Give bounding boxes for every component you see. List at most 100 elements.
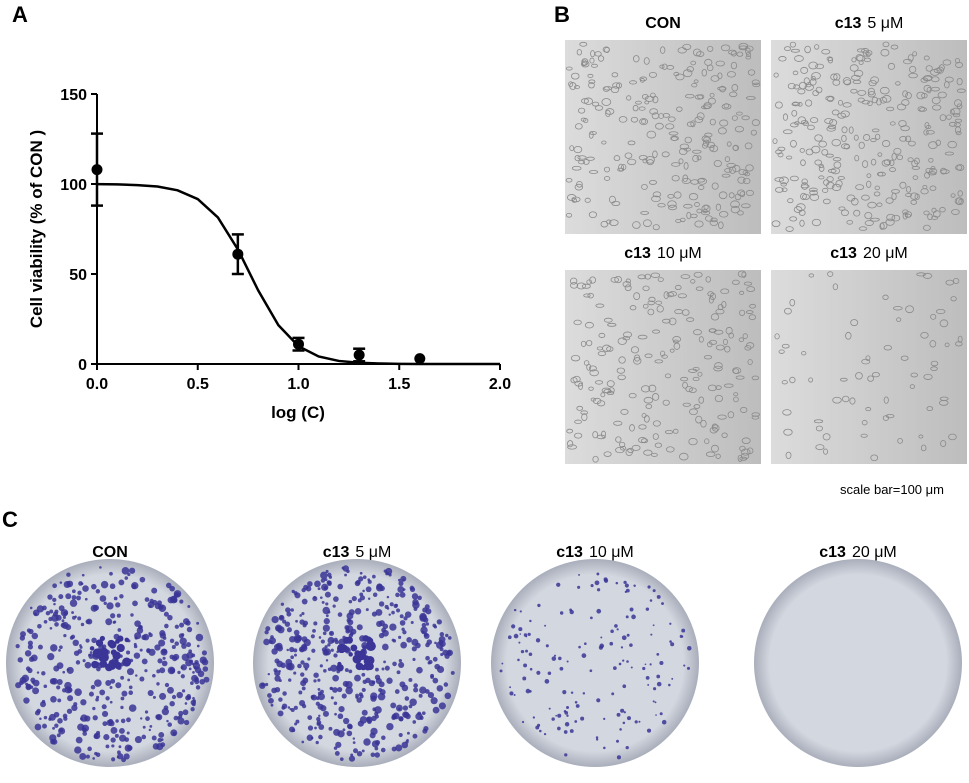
colony: [327, 572, 332, 578]
colony: [64, 681, 72, 690]
cell: [957, 335, 963, 343]
colony: [178, 710, 184, 716]
cell: [696, 112, 705, 121]
colony: [401, 741, 409, 749]
colony: [99, 566, 102, 569]
colony: [286, 611, 292, 617]
cell: [916, 272, 926, 277]
colony: [613, 666, 617, 670]
colony: [370, 695, 377, 702]
cell: [714, 394, 723, 403]
cell: [644, 100, 650, 105]
colony: [282, 619, 287, 624]
colony: [386, 677, 393, 684]
image-label: c13 10 μM: [556, 544, 634, 561]
colony: [569, 729, 574, 733]
cell: [630, 116, 639, 123]
colony: [288, 678, 292, 682]
cell: [726, 71, 736, 78]
cell: [597, 55, 605, 62]
cell: [808, 61, 819, 70]
cell: [929, 340, 937, 348]
cell: [857, 89, 867, 96]
colony: [164, 623, 169, 629]
cell: [616, 82, 622, 89]
image-label: CON: [645, 15, 681, 32]
colony: [91, 637, 97, 644]
colony: [159, 667, 166, 674]
colony: [669, 640, 672, 643]
colony: [578, 645, 581, 649]
colony: [32, 687, 40, 695]
colony: [519, 633, 522, 635]
cell: [818, 140, 827, 148]
cell: [607, 322, 617, 327]
cell: [643, 415, 650, 423]
colony: [412, 733, 418, 739]
colony: [295, 619, 298, 623]
cell: [826, 176, 834, 183]
colony: [179, 599, 184, 604]
cell: [702, 142, 709, 149]
colony: [328, 630, 335, 636]
colony: [359, 694, 364, 699]
cell: [908, 72, 918, 79]
cell: [891, 214, 901, 222]
colony: [339, 757, 344, 761]
colony: [160, 742, 166, 748]
colony: [36, 671, 40, 674]
colony: [303, 662, 310, 669]
cell: [570, 72, 580, 80]
cell: [877, 152, 883, 157]
cell: [576, 49, 582, 56]
cell: [652, 329, 661, 334]
cell: [946, 114, 952, 120]
colony: [54, 723, 59, 728]
cell: [882, 415, 890, 421]
cell: [661, 151, 670, 158]
colony: [581, 653, 587, 658]
cell: [657, 203, 666, 208]
y-tick-label: 0: [78, 357, 87, 374]
cell: [618, 163, 624, 172]
colony: [108, 659, 117, 668]
colony: [141, 734, 147, 740]
colony: [563, 709, 567, 713]
colony: [529, 619, 532, 623]
cell: [899, 181, 907, 189]
cell: [618, 116, 628, 123]
cell: [693, 329, 702, 336]
cell: [886, 213, 896, 222]
colony: [404, 611, 412, 618]
cell: [601, 98, 612, 106]
cell: [932, 104, 942, 111]
cell: [701, 210, 711, 216]
colony: [42, 723, 47, 729]
cell: [800, 66, 809, 74]
scale-note: scale bar=100 μm: [840, 482, 944, 497]
cell: [603, 317, 613, 323]
cell: [667, 200, 677, 208]
cell: [588, 365, 597, 372]
colony: [124, 637, 130, 643]
cell: [685, 385, 693, 393]
cell: [574, 432, 583, 439]
cell: [620, 408, 629, 415]
cell: [904, 135, 912, 143]
colony: [625, 588, 630, 593]
cell: [592, 431, 599, 439]
cell: [936, 66, 944, 74]
colony: [66, 666, 74, 674]
dish: [754, 559, 962, 767]
cell: [648, 296, 656, 303]
cell: [911, 166, 921, 170]
colony: [33, 612, 37, 616]
cell: [792, 70, 799, 76]
cell: [930, 366, 938, 371]
colony: [294, 592, 301, 599]
cell: [731, 84, 739, 92]
colony: [378, 632, 385, 639]
colony: [652, 589, 656, 593]
cell: [861, 419, 868, 426]
